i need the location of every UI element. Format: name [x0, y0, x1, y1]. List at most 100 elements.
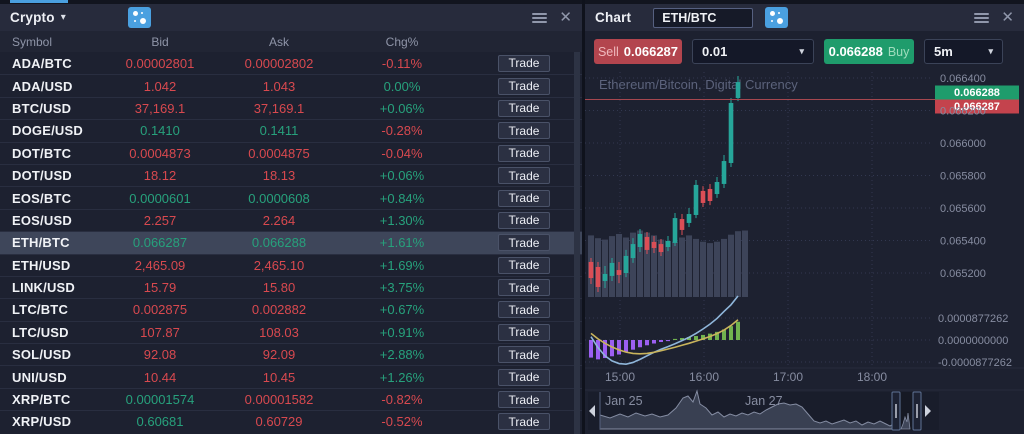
- bid-cell: 0.0004873: [129, 145, 191, 161]
- table-row[interactable]: LTC/BTC 0.002875 0.002882 +0.67% Trade: [0, 298, 582, 320]
- change-cell: -0.28%: [381, 123, 423, 139]
- table-row[interactable]: ADA/BTC 0.00002801 0.00002802 -0.11% Trade: [0, 52, 582, 74]
- candle: [707, 188, 713, 202]
- price-axis-label: 0.065600: [940, 203, 986, 215]
- time-axis-label: 17:00: [773, 370, 803, 384]
- volume-bar: [742, 230, 748, 297]
- watchlist-title[interactable]: Crypto: [10, 10, 55, 25]
- panel-menu-icon[interactable]: [974, 12, 990, 23]
- volume-bar: [735, 231, 741, 297]
- column-header-symbol[interactable]: Symbol: [12, 34, 53, 49]
- trade-button[interactable]: Trade: [498, 279, 550, 297]
- table-row[interactable]: BTC/USD 37,169.1 37,169.1 +0.06% Trade: [0, 96, 582, 119]
- link-group-icon[interactable]: [765, 7, 789, 28]
- trade-button[interactable]: Trade: [498, 323, 550, 341]
- bid-price-badge: [935, 99, 1019, 114]
- close-icon[interactable]: ✕: [559, 9, 572, 26]
- trade-button[interactable]: Trade: [498, 189, 550, 207]
- candle: [623, 255, 629, 273]
- symbol-cell: XRP/BTC: [12, 392, 71, 408]
- sell-button[interactable]: Sell 0.066287: [594, 39, 682, 64]
- chevron-down-icon[interactable]: ▾: [60, 12, 66, 23]
- price-chart[interactable]: Ethereum/Bitcoin, Digital Currency 0.0662…: [585, 72, 1024, 434]
- trade-button[interactable]: Trade: [498, 368, 550, 386]
- watchlist-table: ADA/BTC 0.00002801 0.00002802 -0.11% Trade AD…: [0, 52, 582, 434]
- macd-histogram-bar: [722, 329, 726, 340]
- buy-button[interactable]: 0.066288 Buy: [824, 39, 914, 64]
- trade-button[interactable]: Trade: [498, 211, 550, 229]
- ask-cell: 92.09: [262, 347, 296, 363]
- trade-button[interactable]: Trade: [498, 234, 550, 252]
- candle: [721, 161, 727, 184]
- trade-toolbar: Sell 0.066287 0.01 ▾ 0.066288 Buy 5m ▾: [585, 31, 1024, 72]
- symbol-cell: BTC/USD: [12, 100, 72, 116]
- navigator-date-label: Jan 27: [745, 394, 783, 408]
- volume-bar: [714, 241, 720, 297]
- volume-bar: [693, 238, 699, 297]
- symbol-cell: DOGE/USD: [12, 123, 83, 139]
- trade-button[interactable]: Trade: [498, 256, 550, 274]
- trade-button[interactable]: Trade: [498, 144, 550, 162]
- table-row[interactable]: EOS/USD 2.257 2.264 +1.30% Trade: [0, 208, 582, 231]
- column-header-ask[interactable]: Ask: [268, 34, 289, 49]
- macd-histogram-bar: [596, 340, 600, 360]
- volume-bar: [721, 238, 727, 297]
- change-cell: +1.26%: [379, 369, 425, 385]
- candle: [609, 262, 615, 276]
- table-row[interactable]: SOL/USD 92.08 92.09 +2.88% Trade: [0, 343, 582, 365]
- table-row[interactable]: LINK/USD 15.79 15.80 +3.75% Trade: [0, 275, 582, 298]
- trade-button[interactable]: Trade: [498, 413, 550, 431]
- price-axis-label: 0.065800: [940, 171, 986, 183]
- table-row[interactable]: XRP/BTC 0.00001574 0.00001582 -0.82% Trade: [0, 387, 582, 410]
- volume-bar: [637, 230, 643, 297]
- trade-button[interactable]: Trade: [498, 54, 550, 72]
- change-cell: -0.52%: [381, 414, 423, 430]
- symbol-cell: LINK/USD: [12, 280, 75, 296]
- table-row[interactable]: ETH/USD 2,465.09 2,465.10 +1.69% Trade: [0, 253, 582, 276]
- trade-button[interactable]: Trade: [498, 391, 550, 409]
- trade-button[interactable]: Trade: [498, 301, 550, 319]
- quantity-dropdown[interactable]: 0.01 ▾: [692, 39, 814, 64]
- table-row[interactable]: DOT/BTC 0.0004873 0.0004875 -0.04% Trade: [0, 141, 582, 164]
- table-row[interactable]: ADA/USD 1.042 1.043 0.00% Trade: [0, 74, 582, 96]
- table-row[interactable]: UNI/USD 10.44 10.45 +1.26% Trade: [0, 365, 582, 387]
- trade-button[interactable]: Trade: [498, 99, 550, 117]
- chart-symbol-input[interactable]: [653, 7, 754, 28]
- trade-button[interactable]: Trade: [498, 77, 550, 95]
- scrollbar-track[interactable]: [574, 52, 580, 434]
- ask-cell: 2,465.10: [253, 257, 305, 273]
- table-row[interactable]: XRP/USD 0.60681 0.60729 -0.52% Trade: [0, 410, 582, 432]
- navigator-window[interactable]: [900, 392, 913, 430]
- candle: [651, 241, 657, 248]
- change-cell: +1.61%: [379, 235, 425, 251]
- macd-histogram-bar: [610, 340, 614, 357]
- close-icon[interactable]: ✕: [1001, 9, 1014, 26]
- trade-button[interactable]: Trade: [498, 346, 550, 364]
- macd-axis-label: -0.0000877262: [938, 357, 1012, 369]
- column-header-chg[interactable]: Chg%: [385, 34, 419, 49]
- panel-menu-icon[interactable]: [532, 12, 548, 23]
- macd-histogram-bar: [645, 340, 649, 346]
- table-row[interactable]: DOT/USD 18.12 18.13 +0.06% Trade: [0, 163, 582, 186]
- timeframe-dropdown[interactable]: 5m ▾: [924, 39, 1003, 64]
- candle: [644, 236, 650, 250]
- bid-cell: 18.12: [143, 168, 177, 184]
- watchlist-panel: Crypto ▾ ✕ Symbol Bid Ask Chg% ADA/BTC 0.…: [0, 0, 582, 434]
- table-row[interactable]: ETH/BTC 0.066287 0.066288 +1.61% Trade: [0, 231, 582, 254]
- navigator-right-arrow[interactable]: [925, 405, 931, 417]
- table-row[interactable]: EOS/BTC 0.0000601 0.0000608 +0.84% Trade: [0, 186, 582, 208]
- candle: [602, 273, 608, 281]
- ask-cell: 0.0004875: [248, 145, 310, 161]
- table-row[interactable]: LTC/USD 107.87 108.03 +0.91% Trade: [0, 320, 582, 343]
- price-axis-label: 0.066000: [940, 138, 986, 150]
- scrollbar-thumb[interactable]: [574, 52, 580, 434]
- link-group-icon[interactable]: [127, 7, 151, 28]
- navigator-left-arrow[interactable]: [589, 405, 595, 417]
- trade-button[interactable]: Trade: [498, 167, 550, 185]
- table-row[interactable]: DOGE/USD 0.1410 0.1411 -0.28% Trade: [0, 119, 582, 141]
- chart-panel: Chart ✕ Sell 0.066287 0.01 ▾ 0.066288 Bu…: [585, 0, 1024, 434]
- trade-button[interactable]: Trade: [498, 122, 550, 140]
- change-cell: -0.11%: [381, 55, 423, 71]
- change-cell: +0.06%: [379, 100, 425, 116]
- column-header-bid[interactable]: Bid: [151, 34, 169, 49]
